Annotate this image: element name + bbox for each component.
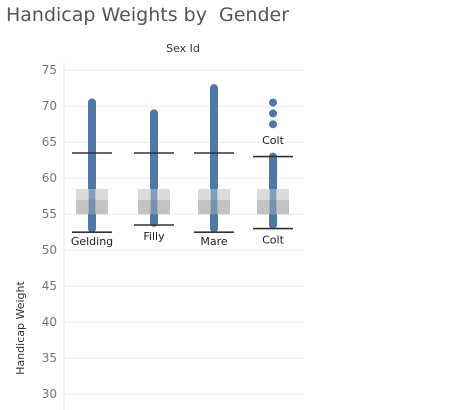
box-plot-groups: Gelding Filly Mare Colt Colt [71,84,293,248]
chart-title: Handicap Weights by Gender [6,4,290,26]
column-header: Sex Id [166,42,200,55]
category-label: Gelding [71,235,113,248]
y-axis-title: Handicap Weight [14,281,27,375]
y-tick-label: 75 [42,63,57,77]
box-group-filly: Filly [134,109,174,243]
y-tick-label: 70 [42,99,57,113]
outlier-point [269,109,277,118]
y-tick-label: 50 [42,243,57,257]
outlier-point [150,109,158,118]
outlier-point [269,120,277,129]
category-label: Mare [200,235,228,248]
y-tick-label: 40 [42,315,57,329]
y-tick-label: 35 [42,351,57,365]
category-label: Filly [143,230,165,243]
outlier-point [210,84,218,93]
y-tick-label: 65 [42,135,57,149]
y-tick-label: 60 [42,171,57,185]
outlier-point [150,131,158,139]
box-group-gelding: Gelding [71,98,113,248]
group-annotation: Colt [262,134,284,147]
outlier-point [210,145,218,154]
outlier-point [150,145,158,154]
y-axis-ticks: 30 35 40 45 50 55 60 65 70 75 [42,63,57,401]
box-group-colt: Colt Colt [253,98,293,246]
y-tick-label: 30 [42,387,57,401]
y-tick-label: 45 [42,279,57,293]
outlier-point [88,145,96,154]
category-label: Colt [262,233,284,246]
outlier-point [269,98,277,107]
box-group-mare: Mare [194,84,234,248]
y-tick-label: 55 [42,207,57,221]
